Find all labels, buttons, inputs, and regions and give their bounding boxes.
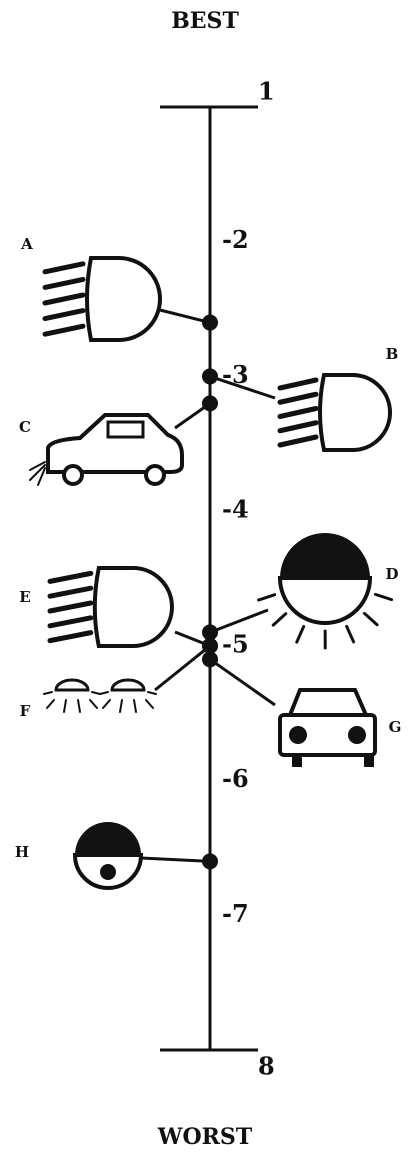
- tick-label: 1: [258, 77, 275, 106]
- pupil: [100, 864, 116, 880]
- item-label: A: [20, 235, 33, 253]
- ray: [257, 593, 277, 602]
- rating-dot: [202, 395, 218, 412]
- beam: [277, 434, 319, 448]
- beam: [42, 308, 86, 322]
- eye-dark: [75, 822, 141, 855]
- lamp: [92, 566, 174, 648]
- car-roof: [288, 688, 368, 717]
- rays: [99, 691, 157, 713]
- eye-light: [72, 853, 144, 890]
- rating-dot: [202, 368, 218, 385]
- item-label: H: [15, 843, 29, 861]
- tick-label: -6: [222, 764, 249, 793]
- car-body: [46, 413, 184, 474]
- item-label: E: [19, 588, 30, 606]
- item-label: B: [386, 345, 399, 363]
- item-icon: [277, 373, 392, 452]
- item-label: C: [19, 418, 31, 436]
- beam: [42, 276, 86, 290]
- leader-line: [209, 608, 269, 634]
- tick-label: -7: [222, 899, 249, 928]
- sun-dark: [280, 533, 370, 578]
- car-window: [106, 420, 145, 439]
- rating-dot: [202, 314, 218, 331]
- ray: [271, 612, 288, 627]
- item-icon: [47, 566, 174, 648]
- beam: [47, 615, 94, 629]
- item-icon: [72, 822, 144, 890]
- item-icon: [278, 688, 377, 767]
- rating-dot: [202, 624, 218, 641]
- beam: [47, 570, 94, 584]
- ray: [362, 611, 379, 627]
- beam: [47, 630, 94, 644]
- rating-dot: [202, 651, 218, 668]
- leader-line: [154, 644, 211, 692]
- beam: [42, 261, 86, 275]
- item-icon: [257, 533, 394, 650]
- leader-line: [159, 308, 211, 324]
- tick-label: 8: [258, 1052, 275, 1081]
- top-label: BEST: [171, 8, 239, 34]
- beam: [277, 406, 319, 419]
- beam: [47, 600, 94, 614]
- car-front: [278, 713, 377, 757]
- item-label: D: [385, 565, 398, 583]
- tire: [364, 755, 374, 767]
- tick-label: -2: [222, 225, 249, 254]
- lamp: [318, 373, 392, 452]
- wheel: [62, 464, 84, 486]
- beam: [277, 377, 319, 391]
- item-label: F: [20, 702, 31, 720]
- ray: [345, 624, 356, 644]
- ray: [373, 592, 394, 602]
- tick-label: -5: [222, 629, 249, 658]
- item-icon: [29, 413, 184, 486]
- bottom-label: WORST: [157, 1124, 253, 1150]
- wheel: [144, 464, 166, 486]
- beam: [42, 323, 86, 337]
- beam: [42, 292, 86, 306]
- beam: [47, 585, 94, 599]
- tire: [292, 755, 302, 767]
- lamp: [110, 678, 146, 692]
- leader-line: [209, 658, 276, 707]
- beam: [277, 420, 319, 434]
- headlamp: [289, 726, 307, 744]
- lamp: [85, 256, 162, 342]
- lamp: [54, 678, 90, 692]
- leader-line: [140, 856, 211, 863]
- exhaust: [29, 461, 46, 486]
- ray: [295, 625, 306, 644]
- rating-dot: [202, 637, 218, 654]
- beam: [277, 391, 319, 405]
- tick-label: -4: [222, 495, 249, 524]
- item-icon: [43, 678, 157, 713]
- sun-light: [277, 576, 373, 625]
- headlamp: [348, 726, 366, 744]
- leader-line: [209, 375, 276, 400]
- rays: [43, 691, 101, 713]
- item-label: G: [389, 718, 402, 736]
- item-icon: [42, 256, 162, 342]
- rating-dot: [202, 853, 218, 870]
